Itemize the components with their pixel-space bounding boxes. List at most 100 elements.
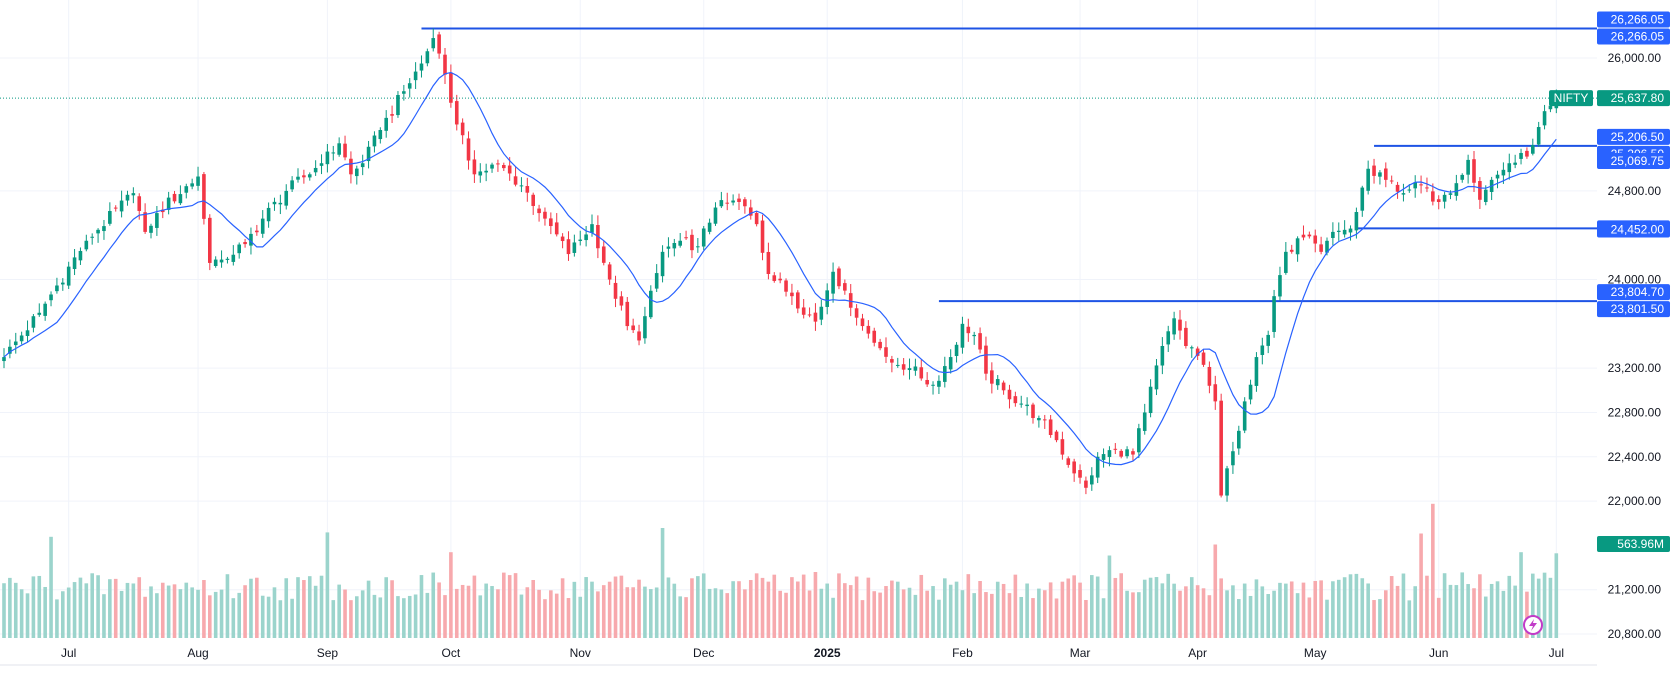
- candle: [1242, 397, 1247, 434]
- volume-bar: [284, 578, 289, 638]
- candle: [1472, 151, 1476, 192]
- candle: [625, 296, 630, 331]
- volume-bar: [878, 592, 882, 638]
- volume-bar: [1454, 585, 1459, 638]
- candle: [813, 303, 818, 331]
- candle: [1542, 104, 1547, 130]
- volume-bar: [743, 589, 747, 638]
- volume-bar: [748, 580, 753, 638]
- volume-bar: [972, 593, 976, 638]
- candle: [208, 214, 212, 271]
- candle: [1419, 175, 1423, 194]
- volume-bar: [760, 577, 765, 638]
- svg-text:25,206.50: 25,206.50: [1611, 130, 1665, 144]
- candle: [349, 151, 353, 184]
- candle: [560, 233, 565, 249]
- volume-bar: [649, 589, 653, 638]
- volume-bar: [1401, 573, 1406, 638]
- candle: [748, 199, 753, 220]
- volume-bar: [1431, 503, 1435, 638]
- volume-bar: [607, 581, 612, 638]
- volume-bar: [984, 592, 988, 638]
- volume-bar: [1001, 583, 1006, 638]
- candle: [1401, 183, 1406, 202]
- volume-bar: [1142, 579, 1147, 638]
- candle: [1313, 229, 1318, 253]
- volume-bar: [1195, 585, 1200, 638]
- volume-bar: [8, 577, 12, 638]
- replay-icon[interactable]: [1523, 615, 1543, 635]
- candle: [1025, 397, 1029, 416]
- candle: [372, 131, 377, 153]
- candle: [1395, 181, 1400, 199]
- candle: [719, 191, 724, 209]
- last-volume-badge: 563.96M: [1597, 536, 1670, 552]
- volume-bar: [78, 577, 83, 638]
- volume-bar: [1372, 600, 1376, 638]
- candle: [1519, 148, 1523, 165]
- volume-bar: [549, 590, 553, 638]
- volume-bar: [1472, 588, 1476, 638]
- candle: [1442, 191, 1447, 209]
- candle: [243, 238, 247, 248]
- volume-bar: [1501, 590, 1506, 638]
- candle: [355, 165, 359, 185]
- candle: [643, 306, 647, 344]
- volume-bar: [813, 572, 818, 638]
- volume-bar: [466, 585, 471, 638]
- volume-bar: [1289, 581, 1294, 638]
- volume-bar: [454, 588, 459, 638]
- volume-bar: [625, 587, 630, 638]
- volume-bar: [1107, 555, 1112, 638]
- time-axis[interactable]: Jul Aug Sep Oct Nov Dec 2025 Feb Mar Apr May Jun Jul: [0, 646, 1597, 666]
- price-axis[interactable]: 26,000.00 24,800.00 24,000.00 23,200.00 22,8…: [1597, 0, 1676, 699]
- candle: [102, 219, 106, 240]
- candle: [1354, 207, 1359, 239]
- volume-bar: [1348, 574, 1353, 638]
- volume-bar: [825, 583, 829, 638]
- volume-bar: [1066, 578, 1071, 638]
- candle: [460, 118, 465, 145]
- candle: [613, 275, 618, 308]
- candle: [1360, 185, 1365, 217]
- candle: [202, 171, 206, 225]
- candle: [672, 238, 677, 257]
- volume-bar: [378, 597, 383, 638]
- volume-bar: [590, 581, 594, 638]
- candle: [472, 150, 477, 183]
- volume-bar: [1436, 597, 1441, 638]
- volume-bar: [990, 593, 994, 638]
- volume-bar: [1072, 575, 1076, 638]
- candle: [1531, 138, 1535, 156]
- grid-lines: [0, 0, 1597, 638]
- volume-bar: [696, 576, 700, 638]
- volume-bar: [907, 587, 912, 638]
- candle: [960, 316, 965, 354]
- candle: [1331, 222, 1335, 246]
- candle: [678, 232, 682, 248]
- volume-bar: [1172, 583, 1176, 638]
- candle: [272, 197, 277, 211]
- candle: [2, 348, 6, 369]
- volume-bar: [707, 588, 712, 638]
- candle: [125, 190, 130, 206]
- candle: [1184, 321, 1188, 349]
- candle: [954, 342, 959, 363]
- volume-bar: [937, 599, 941, 638]
- candle: [502, 162, 506, 172]
- volume-bar: [601, 585, 606, 638]
- candle: [43, 301, 47, 321]
- candle: [519, 177, 524, 193]
- volume-bar: [637, 579, 641, 638]
- level-price-badge: 23,801.50: [1597, 301, 1670, 318]
- candle: [972, 331, 976, 345]
- price-axis-bg[interactable]: [1597, 0, 1676, 699]
- volume-bar: [701, 573, 706, 638]
- volume-bar: [525, 587, 530, 638]
- volume-bar: [931, 586, 935, 638]
- volume-bar: [578, 596, 583, 638]
- volume-bar: [249, 578, 253, 638]
- horizontal-levels[interactable]: [421, 27, 1597, 303]
